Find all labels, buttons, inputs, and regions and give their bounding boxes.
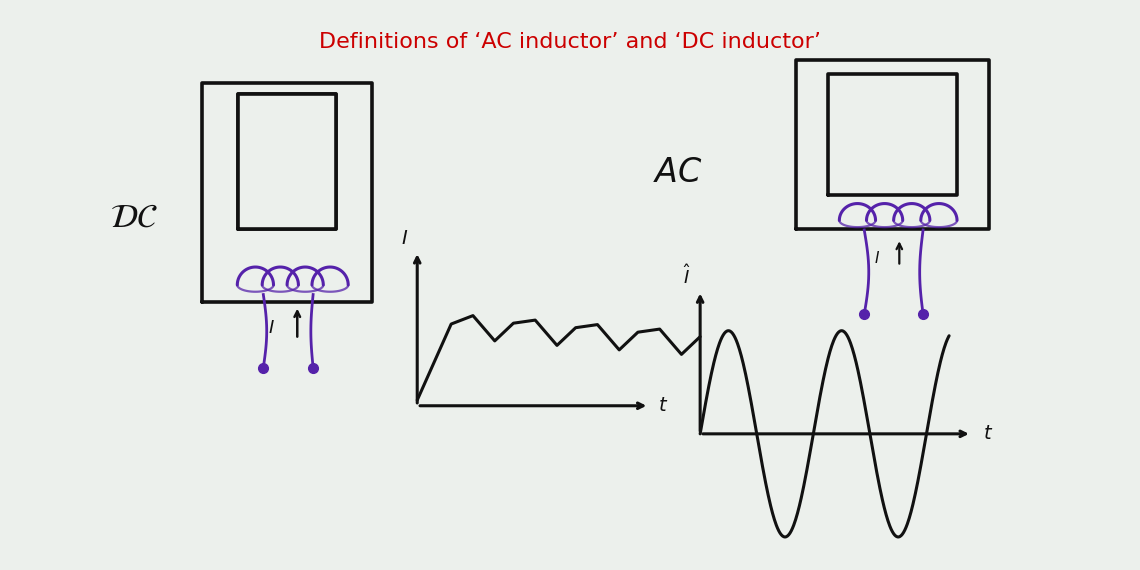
Text: $I$: $I$ (401, 230, 408, 249)
Text: Definitions of ‘AC inductor’ and ‘DC inductor’: Definitions of ‘AC inductor’ and ‘DC ind… (319, 32, 821, 52)
Text: $I$: $I$ (874, 250, 880, 266)
Text: $AC$: $AC$ (652, 157, 702, 189)
Text: $\hat{I}$: $\hat{I}$ (683, 264, 691, 288)
Polygon shape (828, 74, 956, 195)
Text: $t$: $t$ (983, 425, 993, 443)
Text: $\mathcal{D}\mathcal{C}$: $\mathcal{D}\mathcal{C}$ (111, 202, 158, 234)
Text: $I$: $I$ (268, 319, 275, 337)
Text: $t$: $t$ (658, 397, 668, 415)
Polygon shape (238, 94, 336, 229)
